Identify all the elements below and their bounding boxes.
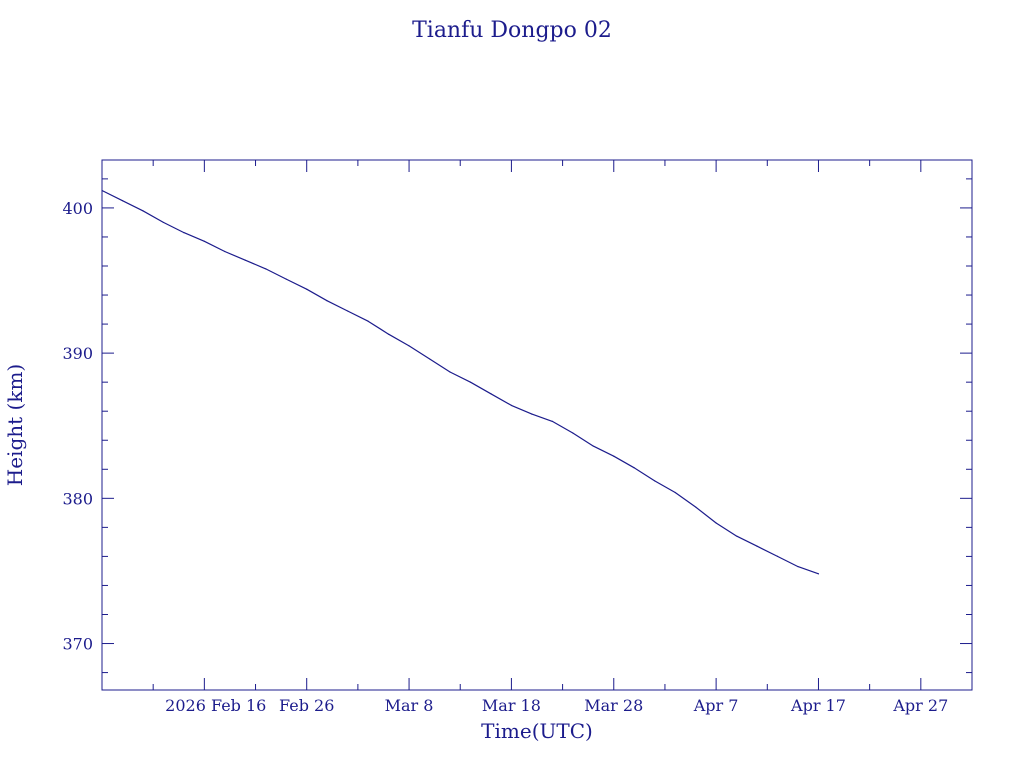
height-data-point xyxy=(285,278,287,280)
height-data-point xyxy=(224,250,226,253)
x-tick-label: Mar 28 xyxy=(584,696,643,715)
minor-ticks xyxy=(102,160,972,690)
height-data-point xyxy=(387,333,390,335)
height-data-point xyxy=(101,189,103,192)
x-tick-label: 2026 Feb 16 xyxy=(165,696,266,715)
x-tick-label: Apr 17 xyxy=(790,696,846,715)
height-data-point xyxy=(449,371,451,373)
height-data-point xyxy=(121,200,124,202)
height-data-point xyxy=(776,555,779,558)
series-layer xyxy=(101,189,820,575)
height-data-point xyxy=(551,420,553,422)
height-data-point xyxy=(817,573,820,575)
height-data-point xyxy=(695,506,697,508)
height-data-point xyxy=(265,268,267,270)
y-axis: 370 380 390 400 xyxy=(62,199,972,654)
height-data-point xyxy=(654,480,656,482)
height-data-point xyxy=(428,358,431,360)
height-data-point xyxy=(244,259,246,261)
height-data-point xyxy=(613,455,615,457)
x-tick-label: Apr 27 xyxy=(892,696,948,715)
height-data-point xyxy=(469,381,472,383)
height-data-point xyxy=(674,491,676,494)
height-data-point xyxy=(306,288,308,290)
height-data-point xyxy=(735,535,738,537)
height-data-point xyxy=(142,210,144,212)
height-data-point xyxy=(490,393,492,395)
height-data-point xyxy=(367,320,369,322)
y-tick-label: 370 xyxy=(62,635,93,654)
x-axis-title: Time(UTC) xyxy=(481,719,593,743)
y-axis-title: Height (km) xyxy=(3,364,27,486)
x-axis: 2026 Feb 16 Feb 26 Mar 8 Mar 18 Mar 28 Apr 7 A… xyxy=(165,160,948,715)
height-data-point xyxy=(572,432,574,434)
height-data-point xyxy=(347,310,349,312)
chart-title: Tianfu Dongpo 02 xyxy=(412,18,612,43)
height-series-line xyxy=(101,189,819,575)
height-data-point xyxy=(183,232,185,234)
y-tick-label: 380 xyxy=(62,489,93,508)
height-data-point xyxy=(203,240,205,242)
height-data-point xyxy=(326,300,328,302)
height-data-point xyxy=(531,413,533,415)
height-data-point xyxy=(510,404,513,406)
height-data-point xyxy=(715,522,717,524)
x-tick-label: Mar 8 xyxy=(385,696,434,715)
height-data-point xyxy=(633,467,635,469)
height-data-point xyxy=(162,221,165,224)
height-data-point xyxy=(408,345,410,347)
x-tick-label: Apr 7 xyxy=(693,696,739,715)
y-tick-label: 400 xyxy=(62,199,93,218)
height-data-point xyxy=(797,565,799,568)
height-data-point xyxy=(756,545,758,547)
height-data-point xyxy=(592,445,594,447)
x-tick-label: Feb 26 xyxy=(279,696,334,715)
plot-frame xyxy=(101,159,973,691)
y-tick-label: 390 xyxy=(62,344,93,363)
x-tick-label: Mar 18 xyxy=(482,696,541,715)
